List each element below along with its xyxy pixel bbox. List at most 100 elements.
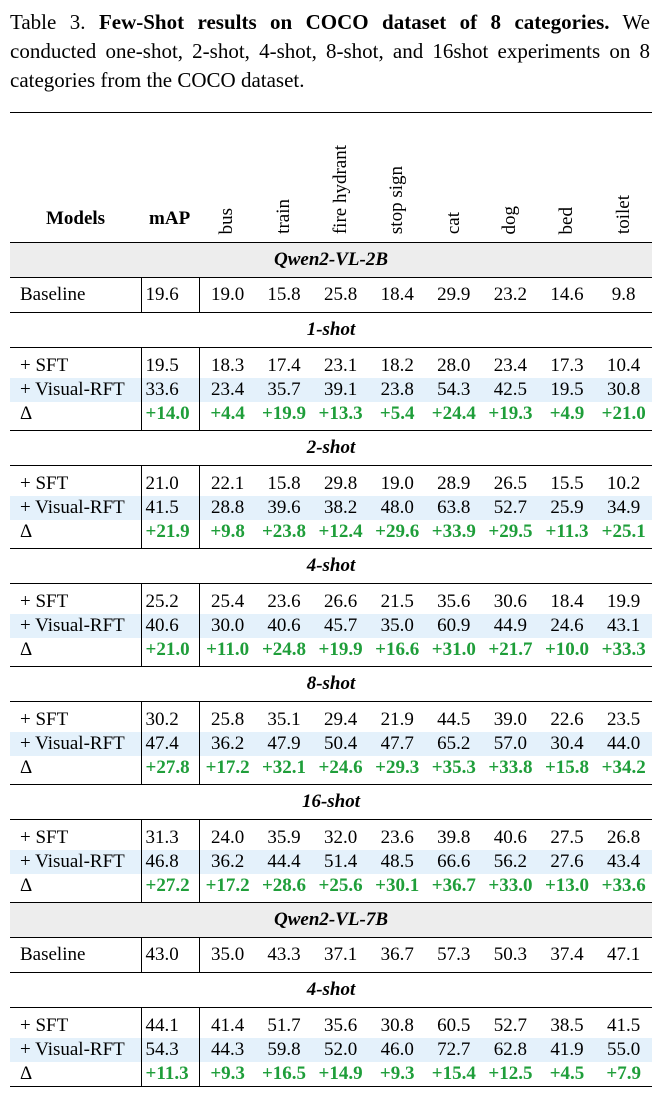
table-row: Baseline 19.6 19.0 15.8 25.8 18.4 29.9 23.2 14.6… (10, 277, 652, 313)
table-row: Δ +14.0 +4.4 +19.9 +13.3 +5.4 +24.4 +19.3 +4.9 +2… (10, 402, 652, 431)
value-cell: 23.8 (368, 378, 426, 402)
value-cell: 14.6 (538, 277, 596, 313)
section-header: 4-shot (10, 548, 652, 584)
model-cell: Baseline (10, 937, 142, 973)
value-cell: 72.7 (425, 1038, 483, 1062)
value-cell: 36.7 (368, 937, 426, 973)
value-cell: 26.5 (493, 473, 528, 494)
table-body: Qwen2-VL-2B Baseline 19.6 19.0 15.8 25.8 18.4 2… (10, 242, 652, 1087)
model-cell: Δ (10, 402, 142, 431)
value-cell: 52.7 (493, 1015, 528, 1036)
value-cell: +5.4 (368, 402, 426, 431)
value-cell: 24.6 (538, 614, 596, 638)
value-cell: 23.1 (323, 355, 358, 376)
value-cell: 23.6 (267, 591, 301, 612)
table-row: + SFT 30.2 25.8 35.1 29.4 21.9 44.5 39.0 22.6 23.… (10, 701, 652, 732)
value-cell: +4.5 (538, 1062, 596, 1087)
value-cell: 66.6 (425, 850, 483, 874)
value-cell: 15.5 (550, 473, 584, 494)
value-cell: 25.9 (538, 496, 596, 520)
value-cell: 44.0 (595, 732, 652, 756)
value-cell: 25.4 (198, 583, 256, 614)
table-caption: Table 3. Few-Shot results on COCO datase… (10, 8, 650, 95)
value-cell: +9.3 (198, 1062, 256, 1087)
value-cell: 42.5 (482, 378, 539, 402)
value-cell: 50.3 (482, 937, 539, 973)
value-cell: 35.9 (267, 827, 301, 848)
value-cell: 17.3 (550, 355, 584, 376)
value-cell: 27.5 (550, 827, 584, 848)
value-cell: 36.2 (198, 850, 256, 874)
value-cell: 65.2 (425, 732, 483, 756)
value-cell: 39.8 (437, 827, 471, 848)
section-title: 16-shot (10, 784, 652, 820)
value-cell: +35.3 (425, 756, 483, 785)
value-cell: 23.2 (482, 277, 539, 313)
value-cell: +29.5 (482, 520, 539, 549)
map-cell: 21.0 (140, 465, 200, 496)
value-cell: 46.0 (368, 1038, 426, 1062)
value-cell: 35.0 (198, 937, 256, 973)
caption-text: We conducted one-shot, 2-shot, 4-shot, 8… (10, 10, 651, 92)
value-cell: 19.9 (607, 591, 641, 612)
value-cell: +16.5 (255, 1062, 313, 1087)
value-cell: 48.5 (368, 850, 426, 874)
model-cell: Δ (10, 756, 142, 785)
map-cell: 19.5 (140, 347, 200, 378)
table-row: Δ +21.9 +9.8 +23.8 +12.4 +29.6 +33.9 +29.5 +11.3… (10, 520, 652, 549)
value-cell: +33.0 (482, 874, 539, 903)
section-title: Qwen2-VL-7B (10, 902, 652, 938)
value-cell: 27.6 (538, 850, 596, 874)
section-title: Qwen2-VL-2B (10, 242, 652, 278)
value-cell: +11.0 (198, 638, 256, 667)
header-category: train (272, 199, 294, 234)
map-cell: +21.9 (140, 520, 200, 549)
value-cell: 56.2 (482, 850, 539, 874)
value-cell: +34.2 (595, 756, 652, 785)
section-title: 2-shot (10, 430, 652, 466)
model-cell: Baseline (10, 277, 142, 313)
value-cell: +24.6 (312, 756, 369, 785)
map-cell: +21.0 (140, 638, 200, 667)
map-cell: +27.2 (140, 874, 200, 903)
table-row: + Visual-RFT 33.6 23.4 35.7 39.1 23.8 54.3 42.5… (10, 378, 652, 402)
value-cell: 24.0 (198, 819, 256, 850)
results-table: Models mAP bus train fire hydrant stop s… (10, 112, 652, 1087)
value-cell: +30.1 (368, 874, 426, 903)
value-cell: +12.5 (482, 1062, 539, 1087)
header-category: stop sign (386, 165, 408, 234)
value-cell: 39.6 (255, 496, 313, 520)
value-cell: +10.0 (538, 638, 596, 667)
value-cell: +25.6 (312, 874, 369, 903)
value-cell: 50.4 (312, 732, 369, 756)
table-row: Δ +27.2 +17.2 +28.6 +25.6 +30.1 +36.7 +33.0 +13.… (10, 874, 652, 903)
value-cell: 35.7 (255, 378, 313, 402)
value-cell: +4.9 (538, 402, 596, 431)
value-cell: +21.7 (482, 638, 539, 667)
value-cell: 18.4 (368, 277, 426, 313)
map-cell: 46.8 (140, 850, 200, 874)
value-cell: 23.4 (198, 378, 256, 402)
value-cell: +33.8 (482, 756, 539, 785)
value-cell: 23.5 (607, 709, 641, 730)
caption-label: Table 3. (10, 10, 86, 34)
value-cell: 17.4 (267, 355, 301, 376)
value-cell: 54.3 (425, 378, 483, 402)
model-cell: + SFT (20, 709, 69, 730)
value-cell: +23.8 (255, 520, 313, 549)
map-cell: 33.6 (140, 378, 200, 402)
value-cell: +13.0 (538, 874, 596, 903)
value-cell: 34.9 (595, 496, 652, 520)
value-cell: 38.5 (550, 1015, 584, 1036)
value-cell: 43.4 (595, 850, 652, 874)
value-cell: +15.8 (538, 756, 596, 785)
value-cell: +19.9 (255, 402, 313, 431)
header-map: mAP (141, 112, 200, 243)
value-cell: +24.8 (255, 638, 313, 667)
model-cell: Δ (10, 520, 142, 549)
table-row: Δ +27.8 +17.2 +32.1 +24.6 +29.3 +35.3 +33.8 +15.… (10, 756, 652, 785)
value-cell: +14.9 (312, 1062, 369, 1087)
value-cell: +17.2 (198, 874, 256, 903)
value-cell: 28.9 (437, 473, 471, 494)
value-cell: +36.7 (425, 874, 483, 903)
